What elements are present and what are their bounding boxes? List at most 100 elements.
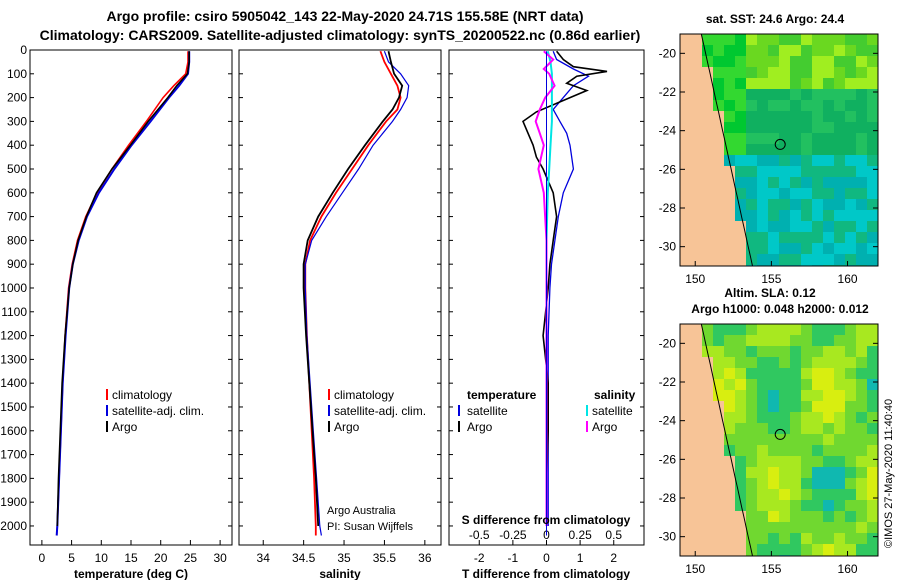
map-cell: [713, 78, 724, 89]
map-cell: [856, 533, 867, 544]
map-cell: [713, 390, 724, 401]
temperature-tick-label: 10: [95, 551, 109, 565]
map-cell: [680, 511, 691, 522]
map-cell: [812, 390, 823, 401]
map-cell: [735, 210, 746, 221]
difference-series: [522, 50, 608, 536]
map-cell: [702, 89, 713, 100]
map-cell: [801, 335, 812, 346]
difference-x-axis: -2 -1 0 1 2: [449, 49, 644, 565]
map-cell: [746, 177, 757, 188]
map-cell: [779, 221, 790, 232]
map-cell: [779, 467, 790, 478]
map-cell: [724, 346, 735, 357]
map-cell: [746, 335, 757, 346]
map-cell: [790, 346, 801, 357]
map-cell: [713, 500, 724, 511]
map-cell: [746, 34, 757, 45]
map-cell: [735, 412, 746, 423]
imos-stamp: ©IMOS 27-May-2020 11:40:40: [883, 399, 895, 548]
map-cell: [735, 324, 746, 335]
map-cell: [812, 368, 823, 379]
map-cell: [867, 445, 878, 456]
map-cell: [823, 100, 834, 111]
map-cell: [812, 155, 823, 166]
map-cell: [735, 177, 746, 188]
map-cell: [768, 434, 779, 445]
map-cell: [867, 155, 878, 166]
map-cell: [746, 67, 757, 78]
map-cell: [823, 522, 834, 533]
map-cell: [856, 467, 867, 478]
map-cell: [746, 155, 757, 166]
map-cell: [790, 401, 801, 412]
legend-t-satellite-label: satellite: [467, 404, 508, 418]
map-lon-label: 150: [685, 562, 705, 576]
map-cell: [713, 166, 724, 177]
legend-satellite-label: satellite-adj. clim.: [334, 404, 426, 418]
map-cell: [680, 357, 691, 368]
legend-argo-swatch: [106, 421, 108, 432]
map-cell: [680, 412, 691, 423]
map-cell: [845, 188, 856, 199]
map-cell: [713, 346, 724, 357]
map-cell: [779, 511, 790, 522]
header-line1: Argo profile: csiro 5905042_143 22-May-2…: [106, 8, 583, 24]
depth-tick-label: 400: [7, 138, 27, 152]
map-cell: [834, 221, 845, 232]
map-cell: [746, 478, 757, 489]
map-cell: [724, 500, 735, 511]
map-cell: [845, 56, 856, 67]
map-cell: [680, 45, 691, 56]
map-cell: [757, 489, 768, 500]
map-cell: [757, 221, 768, 232]
map-cell: [757, 188, 768, 199]
map-cell: [768, 456, 779, 467]
map-cell: [856, 155, 867, 166]
map-cell: [856, 67, 867, 78]
map-cell: [746, 221, 757, 232]
map-cell: [867, 368, 878, 379]
map-cell: [823, 199, 834, 210]
map-cell: [779, 544, 790, 555]
map-cell: [746, 122, 757, 133]
map-cell: [801, 78, 812, 89]
map-cell: [713, 412, 724, 423]
map-cell: [779, 254, 790, 265]
map-cell: [845, 346, 856, 357]
difference-tick-label: 2: [610, 551, 617, 565]
map-cell: [757, 324, 768, 335]
map-cell: [867, 412, 878, 423]
map-cell: [768, 511, 779, 522]
map-cell: [702, 34, 713, 45]
map-cell: [680, 379, 691, 390]
map-cell: [768, 379, 779, 390]
map-cell: [790, 254, 801, 265]
map-cell: [757, 243, 768, 254]
map-cell: [691, 368, 702, 379]
map-cell: [746, 144, 757, 155]
map-cell: [691, 199, 702, 210]
map-cell: [790, 379, 801, 390]
map-cell: [823, 489, 834, 500]
map-cell: [768, 500, 779, 511]
map-cell: [757, 232, 768, 243]
map-cell: [691, 500, 702, 511]
map-cell: [680, 445, 691, 456]
map-cell: [724, 177, 735, 188]
sla-map-axes: -20 -22 -24 -26 -28 -30 150 155 160: [659, 336, 878, 576]
map-cell: [801, 390, 812, 401]
map-cell: [867, 500, 878, 511]
difference-panel: -2 -1 0 1 2 -0.5 -0.25 0 0.25 0.5 T difference f…: [448, 49, 645, 580]
map-cell: [680, 544, 691, 555]
map-cell: [790, 89, 801, 100]
map-cell: [713, 357, 724, 368]
map-cell: [812, 434, 823, 445]
map-cell: [691, 122, 702, 133]
map-lat-label: -22: [659, 375, 677, 389]
map-cell: [812, 412, 823, 423]
map-cell: [768, 111, 779, 122]
map-cell: [867, 335, 878, 346]
map-cell: [867, 221, 878, 232]
